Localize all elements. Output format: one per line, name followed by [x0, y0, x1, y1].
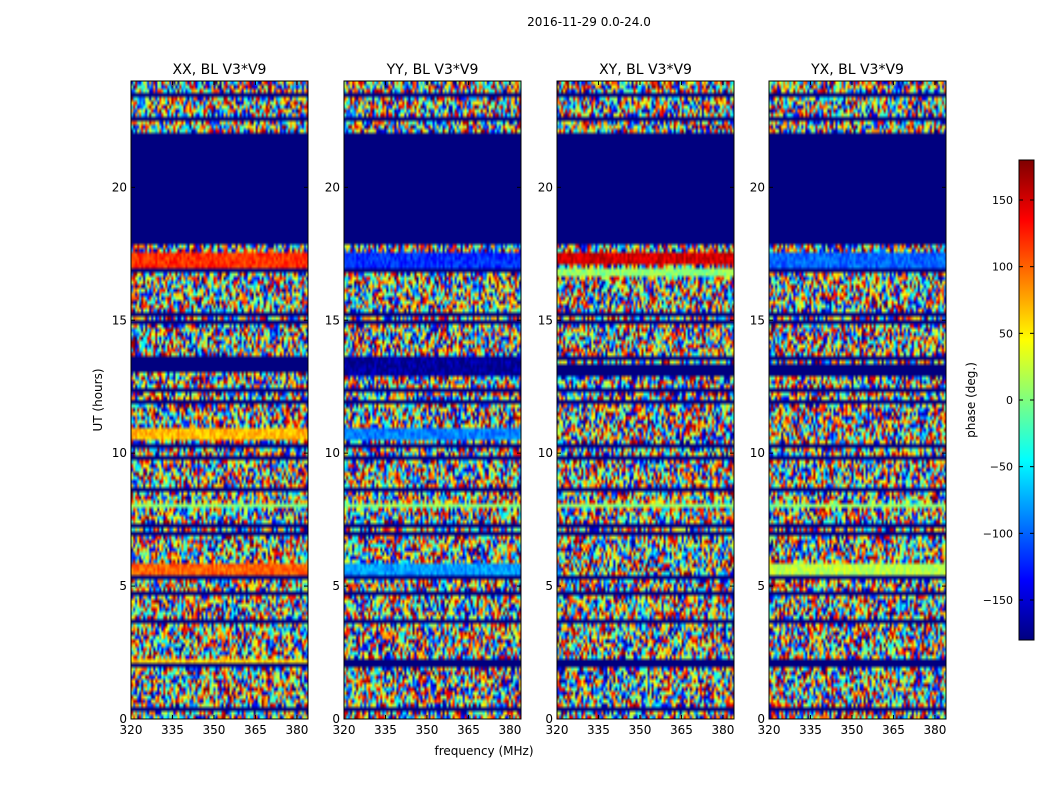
plot-frame: [130, 80, 309, 720]
plot-frame: [556, 80, 735, 720]
y-tick-label: 5: [119, 579, 127, 593]
y-tick-label: 0: [757, 712, 765, 726]
x-tick-label: 350: [629, 723, 652, 737]
panel-title: YY, BL V3*V9: [386, 62, 479, 78]
y-tick-label: 0: [545, 712, 553, 726]
y-tick-label: 0: [332, 712, 340, 726]
x-tick-label: 380: [285, 723, 308, 737]
colorbar-tick-label: −50: [990, 461, 1013, 474]
colorbar-tick-label: 100: [992, 261, 1013, 274]
x-axis-label: frequency (MHz): [434, 744, 533, 758]
panel-2: YY, BL V3*V9 320 335 350 365 380 0 5 10 15 20 frequ…: [325, 62, 534, 758]
y-tick-label: 15: [325, 313, 340, 327]
colorbar-label: phase (deg.): [964, 362, 978, 438]
y-tick-label: 20: [325, 180, 340, 194]
colorbar-tick-label: 50: [999, 327, 1013, 340]
y-tick-label: 10: [538, 446, 553, 460]
x-tick-label: 320: [333, 723, 356, 737]
x-tick-label: 335: [374, 723, 397, 737]
y-tick-label: 5: [332, 579, 340, 593]
y-tick-label: 20: [112, 180, 127, 194]
panels: XX, BL V3*V9 320 335 350 365 380 0 5 10 15 20 UT (h…: [91, 62, 947, 758]
plot-frame: [768, 80, 947, 720]
panel-title: XY, BL V3*V9: [599, 62, 692, 78]
y-tick-label: 5: [757, 579, 765, 593]
x-tick-label: 365: [670, 723, 693, 737]
phase-heatmap: [557, 81, 734, 719]
y-tick-label: 15: [750, 313, 765, 327]
x-tick-label: 335: [799, 723, 822, 737]
y-tick-label: 20: [750, 180, 765, 194]
x-tick-label: 380: [498, 723, 521, 737]
x-tick-label: 320: [120, 723, 143, 737]
panel-3: XY, BL V3*V9 320 335 350 365 380 0 5 10 15 20: [538, 62, 735, 737]
colorbar-tick-label: 150: [992, 194, 1013, 207]
x-tick-label: 320: [546, 723, 569, 737]
panel-4: YX, BL V3*V9 320 335 350 365 380 0 5 10 15 20: [750, 62, 947, 737]
x-tick-label: 350: [416, 723, 439, 737]
panel-1: XX, BL V3*V9 320 335 350 365 380 0 5 10 15 20 UT (h…: [91, 62, 309, 737]
panel-title: YX, BL V3*V9: [810, 62, 904, 78]
x-tick-label: 365: [244, 723, 267, 737]
colorbar: 150 100 50 0 −50 −100 −150 phase (deg.): [964, 159, 1035, 641]
y-axis-label: UT (hours): [91, 368, 105, 431]
y-tick-label: 5: [545, 579, 553, 593]
colorbar-tick-label: −150: [983, 594, 1013, 607]
phase-heatmap: [769, 81, 946, 719]
x-tick-label: 350: [841, 723, 864, 737]
y-tick-label: 10: [112, 446, 127, 460]
x-tick-label: 365: [882, 723, 905, 737]
y-tick-label: 20: [538, 180, 553, 194]
colorbar-tick-label: −100: [983, 527, 1013, 540]
plot-frame: [343, 80, 522, 720]
panel-title: XX, BL V3*V9: [173, 62, 267, 78]
x-tick-label: 365: [457, 723, 480, 737]
x-tick-label: 335: [161, 723, 184, 737]
y-tick-label: 10: [750, 446, 765, 460]
phase-heatmap: [344, 81, 521, 719]
x-tick-label: 320: [758, 723, 781, 737]
y-tick-label: 10: [325, 446, 340, 460]
x-tick-label: 380: [923, 723, 946, 737]
y-tick-label: 0: [119, 712, 127, 726]
x-tick-label: 350: [203, 723, 226, 737]
colorbar-tick-label: 0: [1006, 394, 1013, 407]
figure-suptitle: 2016-11-29 0.0-24.0: [527, 15, 651, 29]
phase-heatmap: [131, 81, 308, 719]
y-tick-label: 15: [538, 313, 553, 327]
y-tick-label: 15: [112, 313, 127, 327]
x-tick-label: 380: [711, 723, 734, 737]
x-tick-label: 335: [587, 723, 610, 737]
